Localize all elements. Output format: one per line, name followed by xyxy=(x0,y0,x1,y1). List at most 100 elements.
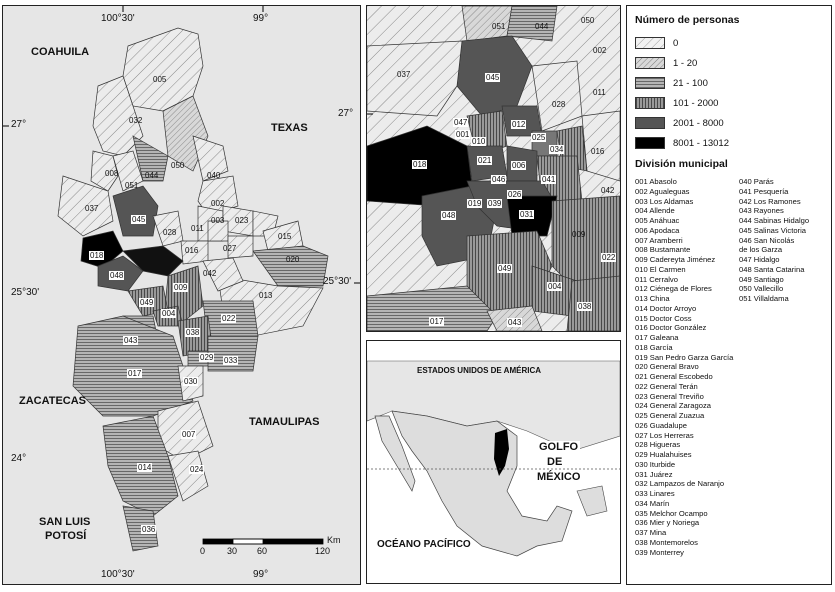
mun-code: 036 xyxy=(141,525,157,534)
legend-swatch-black xyxy=(635,137,665,149)
legend-swatch-vertical-lines xyxy=(635,97,665,109)
municipio-entry: 013 China xyxy=(635,294,670,303)
zoom-code: 042 xyxy=(601,186,615,195)
municipio-entry: 011 Cerralvo xyxy=(635,274,678,284)
mun-032 xyxy=(92,75,144,157)
zoom-code: 001 xyxy=(455,130,471,139)
yucatan xyxy=(576,485,608,517)
mexico-land xyxy=(391,410,573,557)
legend-label: 101 - 2000 xyxy=(673,97,719,109)
division-title: División municipal xyxy=(635,158,728,170)
nuevo-leon-highlight xyxy=(494,429,509,476)
municipio-entry: 021 General Escobedo xyxy=(635,372,713,381)
mun-042 xyxy=(202,257,244,292)
municipio-entry: 004 Allende xyxy=(635,206,675,216)
mun-027 xyxy=(227,235,254,259)
zoom-code: 049 xyxy=(497,264,513,273)
mun-code: 013 xyxy=(259,291,273,300)
legend-item: 2001 - 8000 xyxy=(635,116,724,130)
municipio-entry: 034 Marín xyxy=(635,498,670,508)
legend-label: 2001 - 8000 xyxy=(673,117,724,129)
mun-code: 042 xyxy=(203,269,217,278)
region-label: TAMAULIPAS xyxy=(249,416,320,428)
zoom-code: 046 xyxy=(491,175,507,184)
main-map-panel: 100°30' 99° 100°30' 99° 27° 25°30' 24° 2… xyxy=(2,5,361,585)
municipio-entry: 035 Melchor Ocampo xyxy=(635,508,708,518)
legend-item: 0 xyxy=(635,36,678,50)
mun-code: 011 xyxy=(191,224,204,233)
mun-code: 015 xyxy=(278,232,292,241)
mun-code: 016 xyxy=(185,246,199,255)
zoom-mun-016 xyxy=(581,110,620,182)
zoom-code: 037 xyxy=(397,70,411,79)
zoom-lat-label-outside: 27° xyxy=(338,108,354,119)
municipio-entry: 044 Sabinas Hidalgo xyxy=(739,216,810,225)
mun-code: 007 xyxy=(181,430,197,439)
municipio-entry: 020 General Bravo xyxy=(635,362,699,372)
zoom-code: 016 xyxy=(591,147,605,156)
municipio-entry: 031 Juárez xyxy=(635,469,673,479)
ocean-label: OCÉANO PACÍFICO xyxy=(377,539,471,550)
legend-item: 21 - 100 xyxy=(635,76,708,90)
municipio-list-col2: 040 Parás 041 Pesquería 042 Los Ramones 043… xyxy=(739,177,809,304)
municipio-entry: 024 General Zaragoza xyxy=(635,401,711,411)
gulf-label: GOLFO xyxy=(537,441,581,453)
lat-label: 27° xyxy=(11,119,27,130)
municipio-entry: 019 San Pedro Garza García xyxy=(635,352,734,362)
lat-label: 25°30' xyxy=(11,287,40,298)
municipio-entry: 033 Linares xyxy=(635,489,675,498)
legend-panel: Número de personas 0 1 - 20 21 - 100 101… xyxy=(626,5,832,585)
mun-code: 030 xyxy=(183,377,199,386)
lon-label: 99° xyxy=(253,569,269,580)
mun-metro-black xyxy=(122,245,184,277)
municipio-entry: 008 Bustamante xyxy=(635,245,691,255)
zoom-code: 048 xyxy=(441,211,457,220)
lon-label: 99° xyxy=(253,13,269,24)
municipio-entry: 042 Los Ramones xyxy=(739,196,801,206)
mun-code: 024 xyxy=(189,465,205,474)
legend-label: 21 - 100 xyxy=(673,77,708,89)
legend-label: 8001 - 13012 xyxy=(673,137,729,149)
region-label: ZACATECAS xyxy=(19,395,87,407)
mun-code: 037 xyxy=(85,204,99,213)
municipio-entry: 047 Hidalgo xyxy=(739,255,780,264)
country-label: ESTADOS UNIDOS DE AMÉRICA xyxy=(417,366,542,375)
mun-code: 027 xyxy=(223,244,237,253)
legend-label: 1 - 20 xyxy=(673,57,698,69)
zoom-code: 021 xyxy=(477,156,493,165)
municipio-entry: 003 Los Aldamas xyxy=(635,196,694,206)
zoom-code: 039 xyxy=(487,199,503,208)
mun-044 xyxy=(132,135,169,182)
zoom-code: 012 xyxy=(511,120,527,129)
main-map xyxy=(3,6,360,584)
municipio-entry: 036 Mier y Noriega xyxy=(635,518,700,528)
municipio-entry: 040 Parás xyxy=(739,177,774,186)
mun-code: 048 xyxy=(109,271,125,280)
mun-033 xyxy=(207,335,259,372)
mun-040 xyxy=(192,135,229,182)
zoom-code: 010 xyxy=(471,137,487,146)
mun-code: 038 xyxy=(185,328,201,337)
legend-item: 1 - 20 xyxy=(635,56,697,70)
locator-map-panel: ESTADOS UNIDOS DE AMÉRICA GOLFO DE MÉXIC… xyxy=(366,340,621,584)
scale-unit: Km xyxy=(327,535,341,545)
zoom-code: 026 xyxy=(507,190,523,199)
mun-code: 018 xyxy=(89,251,105,260)
municipio-entry: 027 Los Herreras xyxy=(635,430,694,440)
lat-label: 25°30' xyxy=(323,276,352,287)
zoom-code: 006 xyxy=(511,161,527,170)
zoom-code: 022 xyxy=(601,253,617,262)
mun-code: 008 xyxy=(105,169,119,178)
municipio-entry: 041 Pesquería xyxy=(739,186,789,196)
mun-code: 003 xyxy=(211,216,225,225)
municipio-entry: 037 Mina xyxy=(635,528,667,537)
zoom-code: 018 xyxy=(412,160,428,169)
mun-code: 022 xyxy=(221,314,237,323)
municipio-entry: 028 Higueras xyxy=(635,440,681,450)
municipio-entry: 010 El Carmen xyxy=(635,264,686,274)
municipio-list-col1: 001 Abasolo 002 Agualeguas 003 Los Aldamas… xyxy=(635,177,733,557)
legend-swatch-dark-grey xyxy=(635,117,665,129)
municipio-entry: 006 Apodaca xyxy=(635,225,680,235)
scale-tick: 120 xyxy=(315,546,331,556)
legend-swatch-light-hatch xyxy=(635,37,665,49)
